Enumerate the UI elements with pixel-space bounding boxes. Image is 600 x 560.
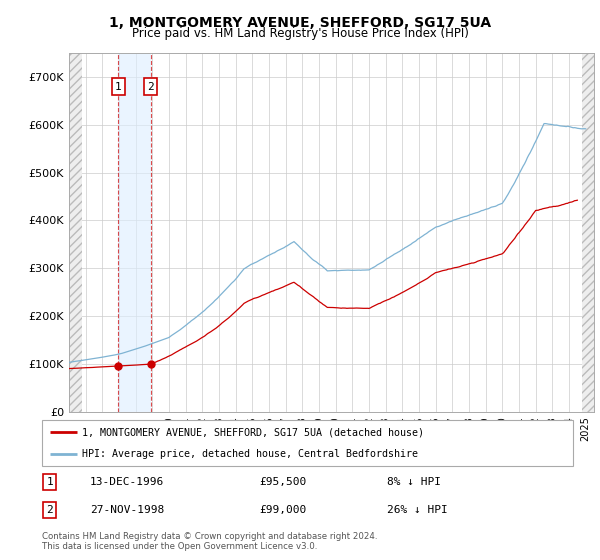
Text: 8% ↓ HPI: 8% ↓ HPI <box>387 477 441 487</box>
Text: 26% ↓ HPI: 26% ↓ HPI <box>387 505 448 515</box>
Text: £95,500: £95,500 <box>260 477 307 487</box>
Text: Contains HM Land Registry data © Crown copyright and database right 2024.: Contains HM Land Registry data © Crown c… <box>42 532 377 541</box>
Text: HPI: Average price, detached house, Central Bedfordshire: HPI: Average price, detached house, Cent… <box>82 449 418 459</box>
Text: 1, MONTGOMERY AVENUE, SHEFFORD, SG17 5UA: 1, MONTGOMERY AVENUE, SHEFFORD, SG17 5UA <box>109 16 491 30</box>
Text: 1: 1 <box>115 82 122 92</box>
Text: 2: 2 <box>147 82 154 92</box>
Text: 13-DEC-1996: 13-DEC-1996 <box>90 477 164 487</box>
Text: 27-NOV-1998: 27-NOV-1998 <box>90 505 164 515</box>
Text: 1, MONTGOMERY AVENUE, SHEFFORD, SG17 5UA (detached house): 1, MONTGOMERY AVENUE, SHEFFORD, SG17 5UA… <box>82 427 424 437</box>
Text: Price paid vs. HM Land Registry's House Price Index (HPI): Price paid vs. HM Land Registry's House … <box>131 27 469 40</box>
Text: This data is licensed under the Open Government Licence v3.0.: This data is licensed under the Open Gov… <box>42 542 317 551</box>
Text: 1: 1 <box>47 477 53 487</box>
Text: £99,000: £99,000 <box>260 505 307 515</box>
Text: 2: 2 <box>47 505 53 515</box>
